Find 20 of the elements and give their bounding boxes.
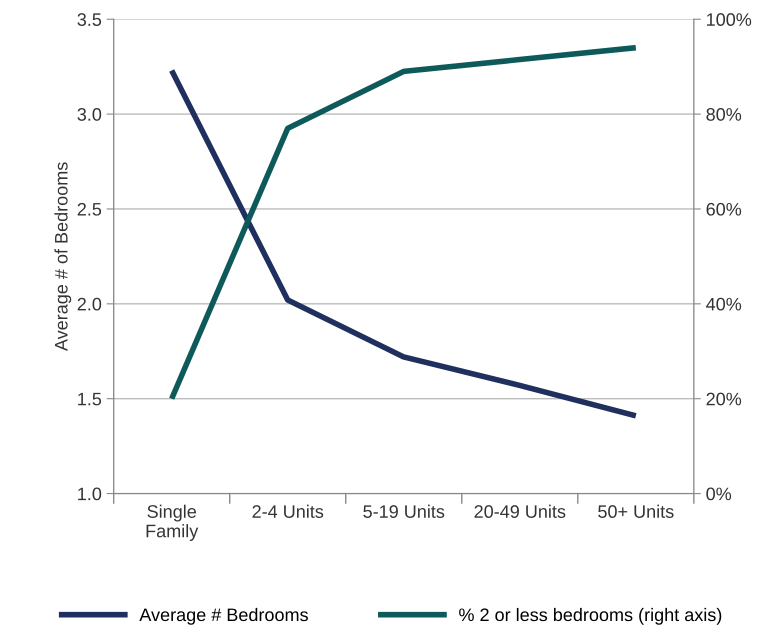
x-tick-label: 50+ Units xyxy=(598,504,674,518)
y2-tick-label: 100% xyxy=(707,13,752,26)
y2-tick-label: 80% xyxy=(706,108,742,121)
y2-tick-label: 60% xyxy=(706,202,742,216)
y-tick-label: 2.0 xyxy=(78,298,102,311)
legend-label: % 2 or less bedrooms (right axis) xyxy=(459,608,722,625)
legend-label: Average # Bedrooms xyxy=(139,608,308,625)
y2-tick-label: 20% xyxy=(706,392,742,406)
x-tick-label: 5-19 Units xyxy=(363,504,444,518)
x-tick-label: 2-4 Units xyxy=(252,504,324,518)
x-tick-label: 20-49 Units xyxy=(474,504,566,518)
y-tick-label: 2.5 xyxy=(78,202,102,216)
y-tick-label: 1.0 xyxy=(78,488,102,500)
y-tick-label: 3.0 xyxy=(77,108,102,121)
y-tick-label: 3.5 xyxy=(77,13,102,26)
y2-tick-label: 40% xyxy=(706,298,742,311)
y-tick-label: 1.5 xyxy=(78,392,102,406)
y-axis-title: Average # of Bedrooms xyxy=(54,162,72,352)
y2-tick-label: 0% xyxy=(706,488,732,500)
x-tick-label: Single Family xyxy=(146,504,198,541)
